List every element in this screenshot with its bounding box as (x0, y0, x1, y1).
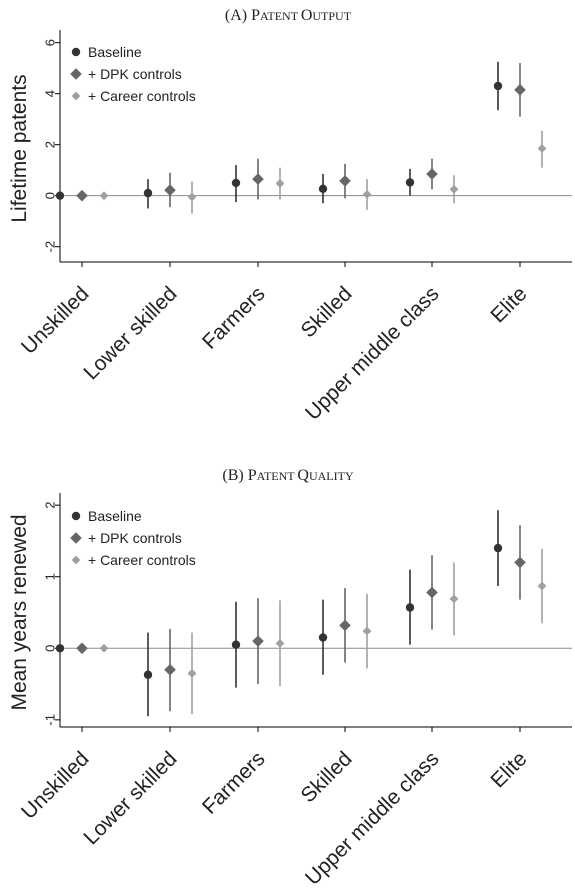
data-point (514, 84, 526, 96)
panel-a: (A) PATENT OUTPUT -2 0 2 4 6 Lifetime patents U… (8, 7, 572, 425)
x-tick-label: Skilled (297, 747, 357, 807)
legend-marker (71, 511, 81, 521)
data-point (164, 663, 176, 676)
x-tick-label: Farmers (198, 747, 270, 819)
legend: Baseline + DPK controls + Career controls (70, 508, 196, 568)
y-axis-label: Mean years renewed (8, 514, 31, 710)
x-tick-label: Unskilled (17, 282, 94, 359)
y-tick-label: 6 (43, 39, 58, 46)
x-tick-label: Elite (486, 282, 531, 327)
data-point (405, 603, 415, 612)
data-point (405, 178, 415, 187)
y-tick-label: 2 (43, 502, 58, 509)
panel-label: (B) (222, 467, 247, 484)
y-tick-label: 2 (43, 141, 58, 148)
x-tick-label: Lower skilled (79, 747, 181, 849)
data-point (362, 190, 372, 199)
panel-label: (A) (225, 7, 251, 24)
series-2 (99, 548, 547, 715)
data-point (187, 668, 197, 678)
data-point (252, 173, 264, 185)
data-point (493, 81, 503, 91)
data-point (143, 670, 153, 679)
legend-marker (70, 68, 82, 80)
x-tick-label: Unskilled (17, 747, 94, 824)
data-point (514, 556, 526, 569)
legend-marker (70, 532, 82, 544)
y-tick-label: -1 (43, 714, 58, 726)
panel-b: (B) PATENT QUALITY -1 0 1 2 Mean years renewe… (8, 467, 572, 888)
legend: Baseline + DPK controls + Career controls (70, 44, 196, 104)
y-tick-label: 1 (43, 573, 58, 580)
data-point (275, 638, 285, 648)
panel-title: (B) PATENT QUALITY (222, 467, 354, 484)
legend-marker (71, 91, 81, 101)
data-point (231, 640, 241, 649)
legend-label: + Career controls (88, 88, 196, 104)
data-point (55, 191, 65, 200)
data-point (426, 586, 438, 599)
data-point (55, 644, 65, 653)
data-point (339, 619, 351, 632)
legend-marker (71, 555, 81, 565)
data-point (99, 191, 109, 201)
series-1 (76, 525, 526, 712)
x-tick-label: Farmers (198, 282, 270, 354)
legend-label: Baseline (88, 44, 142, 60)
y-tick-label: -2 (43, 241, 58, 253)
data-point (449, 184, 459, 194)
data-point (76, 189, 88, 202)
data-point (187, 192, 197, 202)
y-tick-label: 4 (43, 90, 58, 97)
series-0 (55, 61, 503, 209)
data-point (493, 543, 503, 553)
legend-label: Baseline (88, 508, 142, 524)
series-0 (55, 510, 503, 717)
x-tick-label: Lower skilled (79, 282, 181, 384)
data-point (252, 635, 264, 647)
data-point (76, 642, 88, 655)
legend-marker (71, 47, 81, 57)
data-point (318, 184, 328, 193)
legend-label: + Career controls (88, 552, 196, 568)
y-axis-label: Lifetime patents (8, 74, 31, 222)
data-point (537, 144, 547, 153)
data-point (275, 179, 285, 188)
data-point (362, 626, 372, 636)
x-tick-label: Skilled (297, 282, 357, 342)
legend-label: + DPK controls (88, 530, 182, 546)
series-2 (99, 130, 547, 214)
panel-title: (A) PATENT OUTPUT (225, 7, 352, 24)
data-point (318, 633, 328, 642)
data-point (143, 188, 153, 198)
data-point (231, 178, 241, 188)
x-tick-label: Elite (486, 747, 531, 792)
data-point (537, 581, 547, 591)
series-1 (76, 63, 526, 208)
data-point (426, 168, 438, 180)
legend-label: + DPK controls (88, 66, 182, 82)
y-tick-label: 0 (43, 645, 58, 652)
data-point (164, 184, 176, 196)
y-tick-label: 0 (43, 192, 58, 199)
data-point (449, 594, 459, 604)
data-point (339, 175, 351, 187)
data-point (99, 643, 109, 653)
